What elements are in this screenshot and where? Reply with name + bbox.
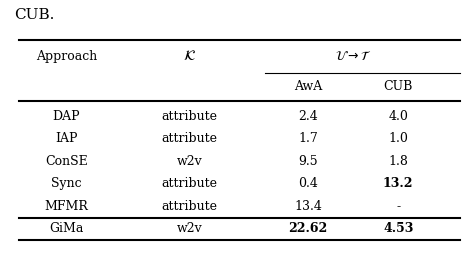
Text: Approach: Approach xyxy=(36,50,97,63)
Text: 1.7: 1.7 xyxy=(298,132,318,145)
Text: attribute: attribute xyxy=(162,132,218,145)
Text: 13.2: 13.2 xyxy=(383,177,413,190)
Text: attribute: attribute xyxy=(162,110,218,123)
Text: CUB.: CUB. xyxy=(14,8,55,22)
Text: 9.5: 9.5 xyxy=(298,155,318,168)
Text: w2v: w2v xyxy=(177,155,202,168)
Text: $\mathcal{U} \rightarrow \mathcal{T}$: $\mathcal{U} \rightarrow \mathcal{T}$ xyxy=(335,50,372,63)
Text: 13.4: 13.4 xyxy=(294,200,322,213)
Text: AwA: AwA xyxy=(294,80,322,93)
Text: attribute: attribute xyxy=(162,200,218,213)
Text: 4.53: 4.53 xyxy=(383,222,413,235)
Text: 1.8: 1.8 xyxy=(388,155,408,168)
Text: Sync: Sync xyxy=(51,177,82,190)
Text: IAP: IAP xyxy=(55,132,78,145)
Text: 4.0: 4.0 xyxy=(388,110,408,123)
Text: attribute: attribute xyxy=(162,177,218,190)
Text: CUB: CUB xyxy=(383,80,413,93)
Text: ConSE: ConSE xyxy=(45,155,88,168)
Text: 1.0: 1.0 xyxy=(388,132,408,145)
Text: 22.62: 22.62 xyxy=(289,222,328,235)
Text: 2.4: 2.4 xyxy=(298,110,318,123)
Text: DAP: DAP xyxy=(53,110,80,123)
Text: 0.4: 0.4 xyxy=(298,177,318,190)
Text: w2v: w2v xyxy=(177,222,202,235)
Text: MFMR: MFMR xyxy=(45,200,88,213)
Text: $\mathcal{K}$: $\mathcal{K}$ xyxy=(183,49,196,63)
Text: -: - xyxy=(396,200,400,213)
Text: GiMa: GiMa xyxy=(49,222,83,235)
